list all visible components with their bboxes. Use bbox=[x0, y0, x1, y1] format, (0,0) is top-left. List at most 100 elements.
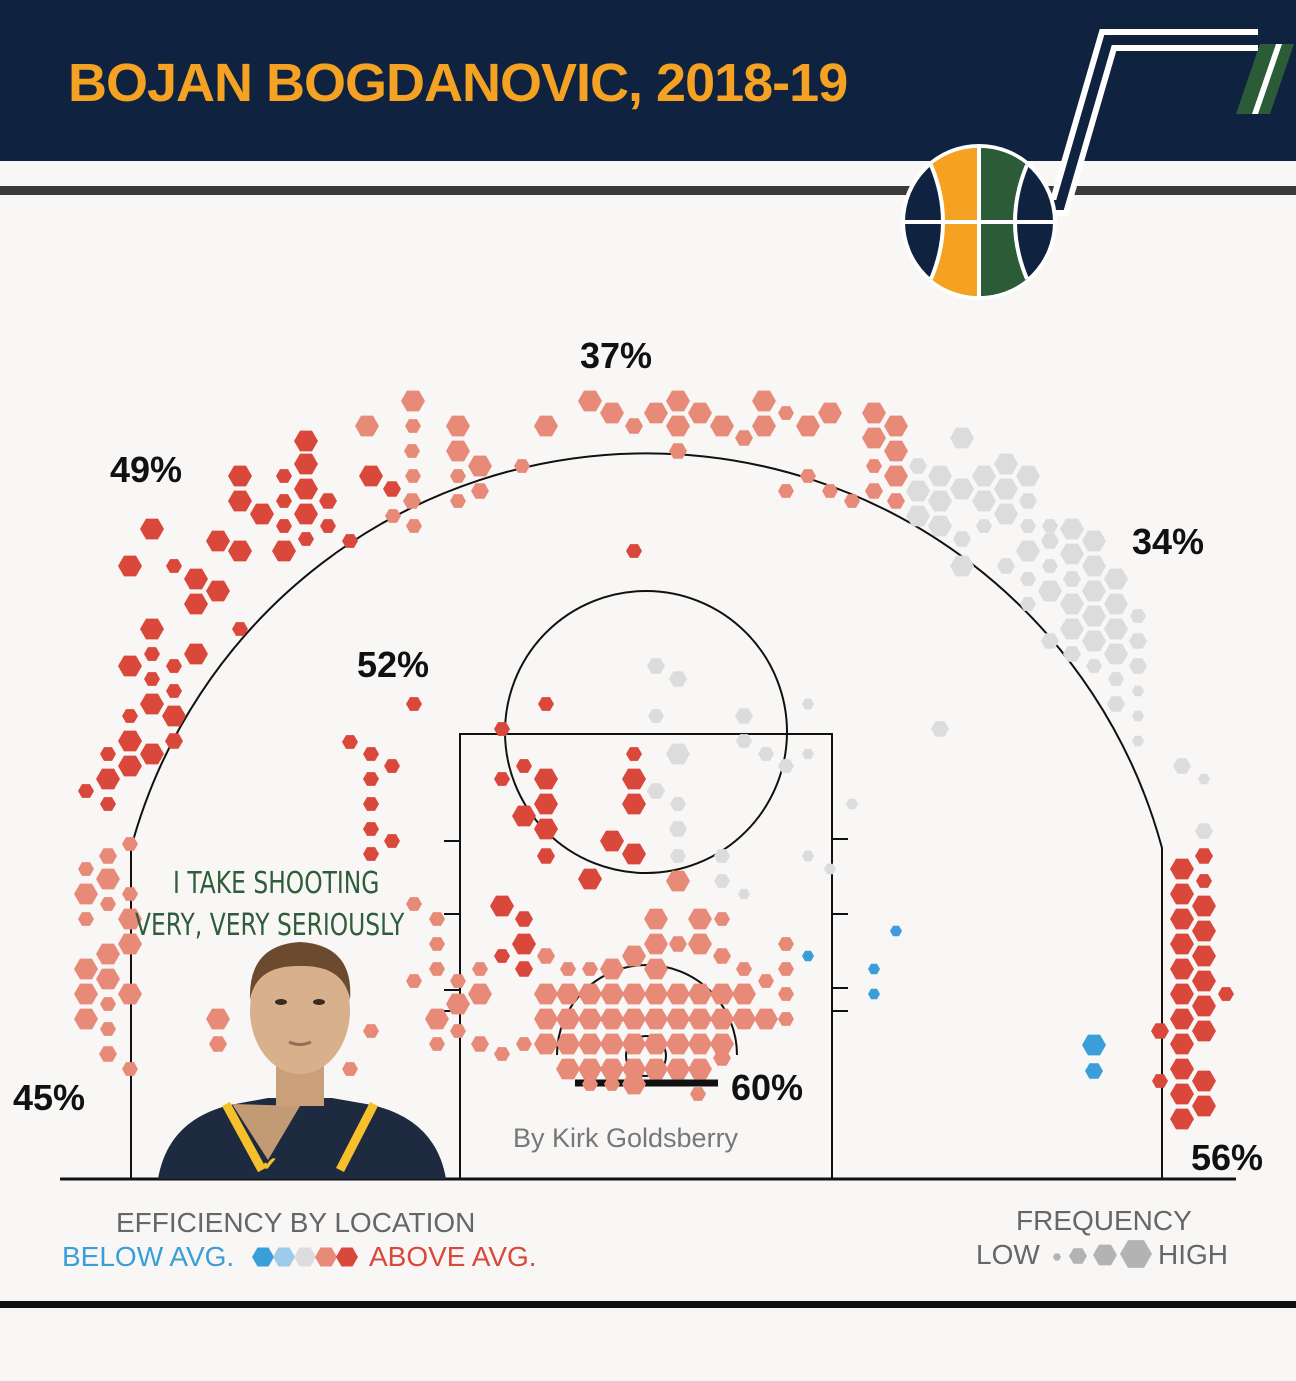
shot-hexagon bbox=[556, 1058, 580, 1080]
shot-hexagon bbox=[713, 1050, 731, 1066]
shot-hexagon bbox=[688, 983, 712, 1005]
shot-hexagon bbox=[384, 759, 400, 773]
shot-hexagon bbox=[688, 1008, 712, 1030]
shot-hexagon bbox=[800, 469, 816, 483]
shot-hexagon bbox=[516, 1037, 532, 1051]
shot-hexagon bbox=[758, 974, 774, 988]
shot-hexagon bbox=[406, 897, 422, 911]
shot-hexagon bbox=[666, 390, 690, 412]
shot-hexagon bbox=[166, 684, 182, 698]
legend-frequency-swatch bbox=[1069, 1248, 1087, 1264]
shot-hexagon bbox=[710, 983, 734, 1005]
shot-hexagon bbox=[666, 1058, 690, 1080]
shot-hexagon bbox=[1170, 983, 1194, 1005]
shot-hexagon bbox=[802, 850, 814, 862]
legend-frequency-title: FREQUENCY bbox=[1016, 1205, 1192, 1236]
shot-hexagon bbox=[582, 1077, 598, 1091]
shot-hexagon bbox=[405, 419, 421, 433]
shot-hexagon bbox=[1085, 1063, 1103, 1079]
shot-hexagon bbox=[166, 559, 182, 573]
shot-hexagon bbox=[512, 805, 536, 827]
shot-hexagon bbox=[514, 459, 530, 473]
shot-hexagon bbox=[714, 874, 730, 888]
zone-pct-mid-range: 52% bbox=[357, 644, 429, 685]
shot-hexagon bbox=[140, 518, 164, 540]
shot-hexagon bbox=[1063, 646, 1081, 662]
shot-hexagon bbox=[578, 868, 602, 890]
shot-hexagon bbox=[74, 883, 98, 905]
shot-hexagon bbox=[406, 974, 422, 988]
shot-hexagon bbox=[928, 465, 952, 487]
shot-hexagon bbox=[666, 870, 690, 892]
shot-hexagon bbox=[752, 390, 776, 412]
shot-hexagon bbox=[950, 427, 974, 449]
shot-hexagon bbox=[997, 558, 1015, 574]
shot-hexagon bbox=[625, 418, 643, 434]
shot-hexagon bbox=[140, 743, 164, 765]
paint bbox=[459, 733, 833, 1180]
shot-hexagon bbox=[666, 983, 690, 1005]
shot-hexagon bbox=[294, 503, 318, 525]
shot-hexagon bbox=[78, 862, 94, 876]
shot-hexagon bbox=[1170, 958, 1194, 980]
shot-hexagon bbox=[96, 768, 120, 790]
shot-hexagon bbox=[622, 945, 646, 967]
legend-frequency-swatch bbox=[1053, 1253, 1061, 1261]
bottom-divider bbox=[0, 1301, 1296, 1308]
shot-hexagon bbox=[1086, 659, 1102, 673]
shot-hexagon bbox=[688, 402, 712, 424]
shot-hexagon bbox=[494, 772, 510, 786]
shot-hexagon bbox=[818, 402, 842, 424]
shot-hexagon bbox=[1104, 643, 1128, 665]
shot-hexagon bbox=[752, 415, 776, 437]
shot-hexagon bbox=[1082, 555, 1106, 577]
shot-hexagon bbox=[669, 936, 687, 952]
legend-efficiency-swatches bbox=[252, 1247, 358, 1267]
shot-hexagon bbox=[1173, 758, 1191, 774]
shot-hexagon bbox=[118, 730, 142, 752]
shot-hexagon bbox=[1016, 540, 1040, 562]
shot-hexagon bbox=[648, 709, 664, 723]
shot-hexagon bbox=[534, 415, 558, 437]
shot-hexagon bbox=[688, 933, 712, 955]
shot-hexagon bbox=[1170, 1083, 1194, 1105]
shot-hexagon bbox=[1082, 530, 1106, 552]
shot-hexagon bbox=[578, 983, 602, 1005]
shot-hexagon bbox=[140, 693, 164, 715]
shot-hexagon bbox=[534, 983, 558, 1005]
shot-hexagon bbox=[884, 415, 908, 437]
shot-hexagon bbox=[647, 658, 665, 674]
shot-hexagon bbox=[622, 843, 646, 865]
shot-hexagon bbox=[516, 759, 532, 773]
shot-hexagon bbox=[1020, 572, 1036, 586]
shot-hexagon bbox=[778, 987, 794, 1001]
shot-hexagon bbox=[450, 974, 466, 988]
shot-hexagon bbox=[250, 503, 274, 525]
zone-pct-restricted-area: 60% bbox=[731, 1067, 803, 1108]
shot-hexagon bbox=[450, 1024, 466, 1038]
shot-hexagon bbox=[100, 1022, 116, 1036]
shot-hexagon bbox=[950, 478, 974, 500]
shot-hexagon bbox=[383, 481, 401, 497]
shot-hexagon bbox=[232, 622, 248, 636]
shot-hexagon bbox=[666, 743, 690, 765]
shot-hexagon bbox=[1132, 685, 1144, 697]
shot-hexagon bbox=[1192, 970, 1216, 992]
shot-hexagon bbox=[824, 863, 836, 875]
shot-hexagon bbox=[626, 747, 642, 761]
legend-low-label: LOW bbox=[976, 1239, 1040, 1270]
shot-hexagon bbox=[446, 993, 470, 1015]
shot-hexagon bbox=[1132, 735, 1144, 747]
shot-hexagon bbox=[472, 962, 488, 976]
shot-hexagon bbox=[582, 962, 598, 976]
shot-hexagon bbox=[1170, 1108, 1194, 1130]
shot-hexagon bbox=[1130, 609, 1146, 623]
shot-hexagon bbox=[600, 983, 624, 1005]
shot-hexagon bbox=[622, 1008, 646, 1030]
shot-hexagon bbox=[600, 1058, 624, 1080]
shot-hexagon bbox=[1192, 920, 1216, 942]
shot-hexagon bbox=[670, 849, 686, 863]
shot-hexagon bbox=[446, 440, 470, 462]
shot-hexagon bbox=[669, 443, 687, 459]
